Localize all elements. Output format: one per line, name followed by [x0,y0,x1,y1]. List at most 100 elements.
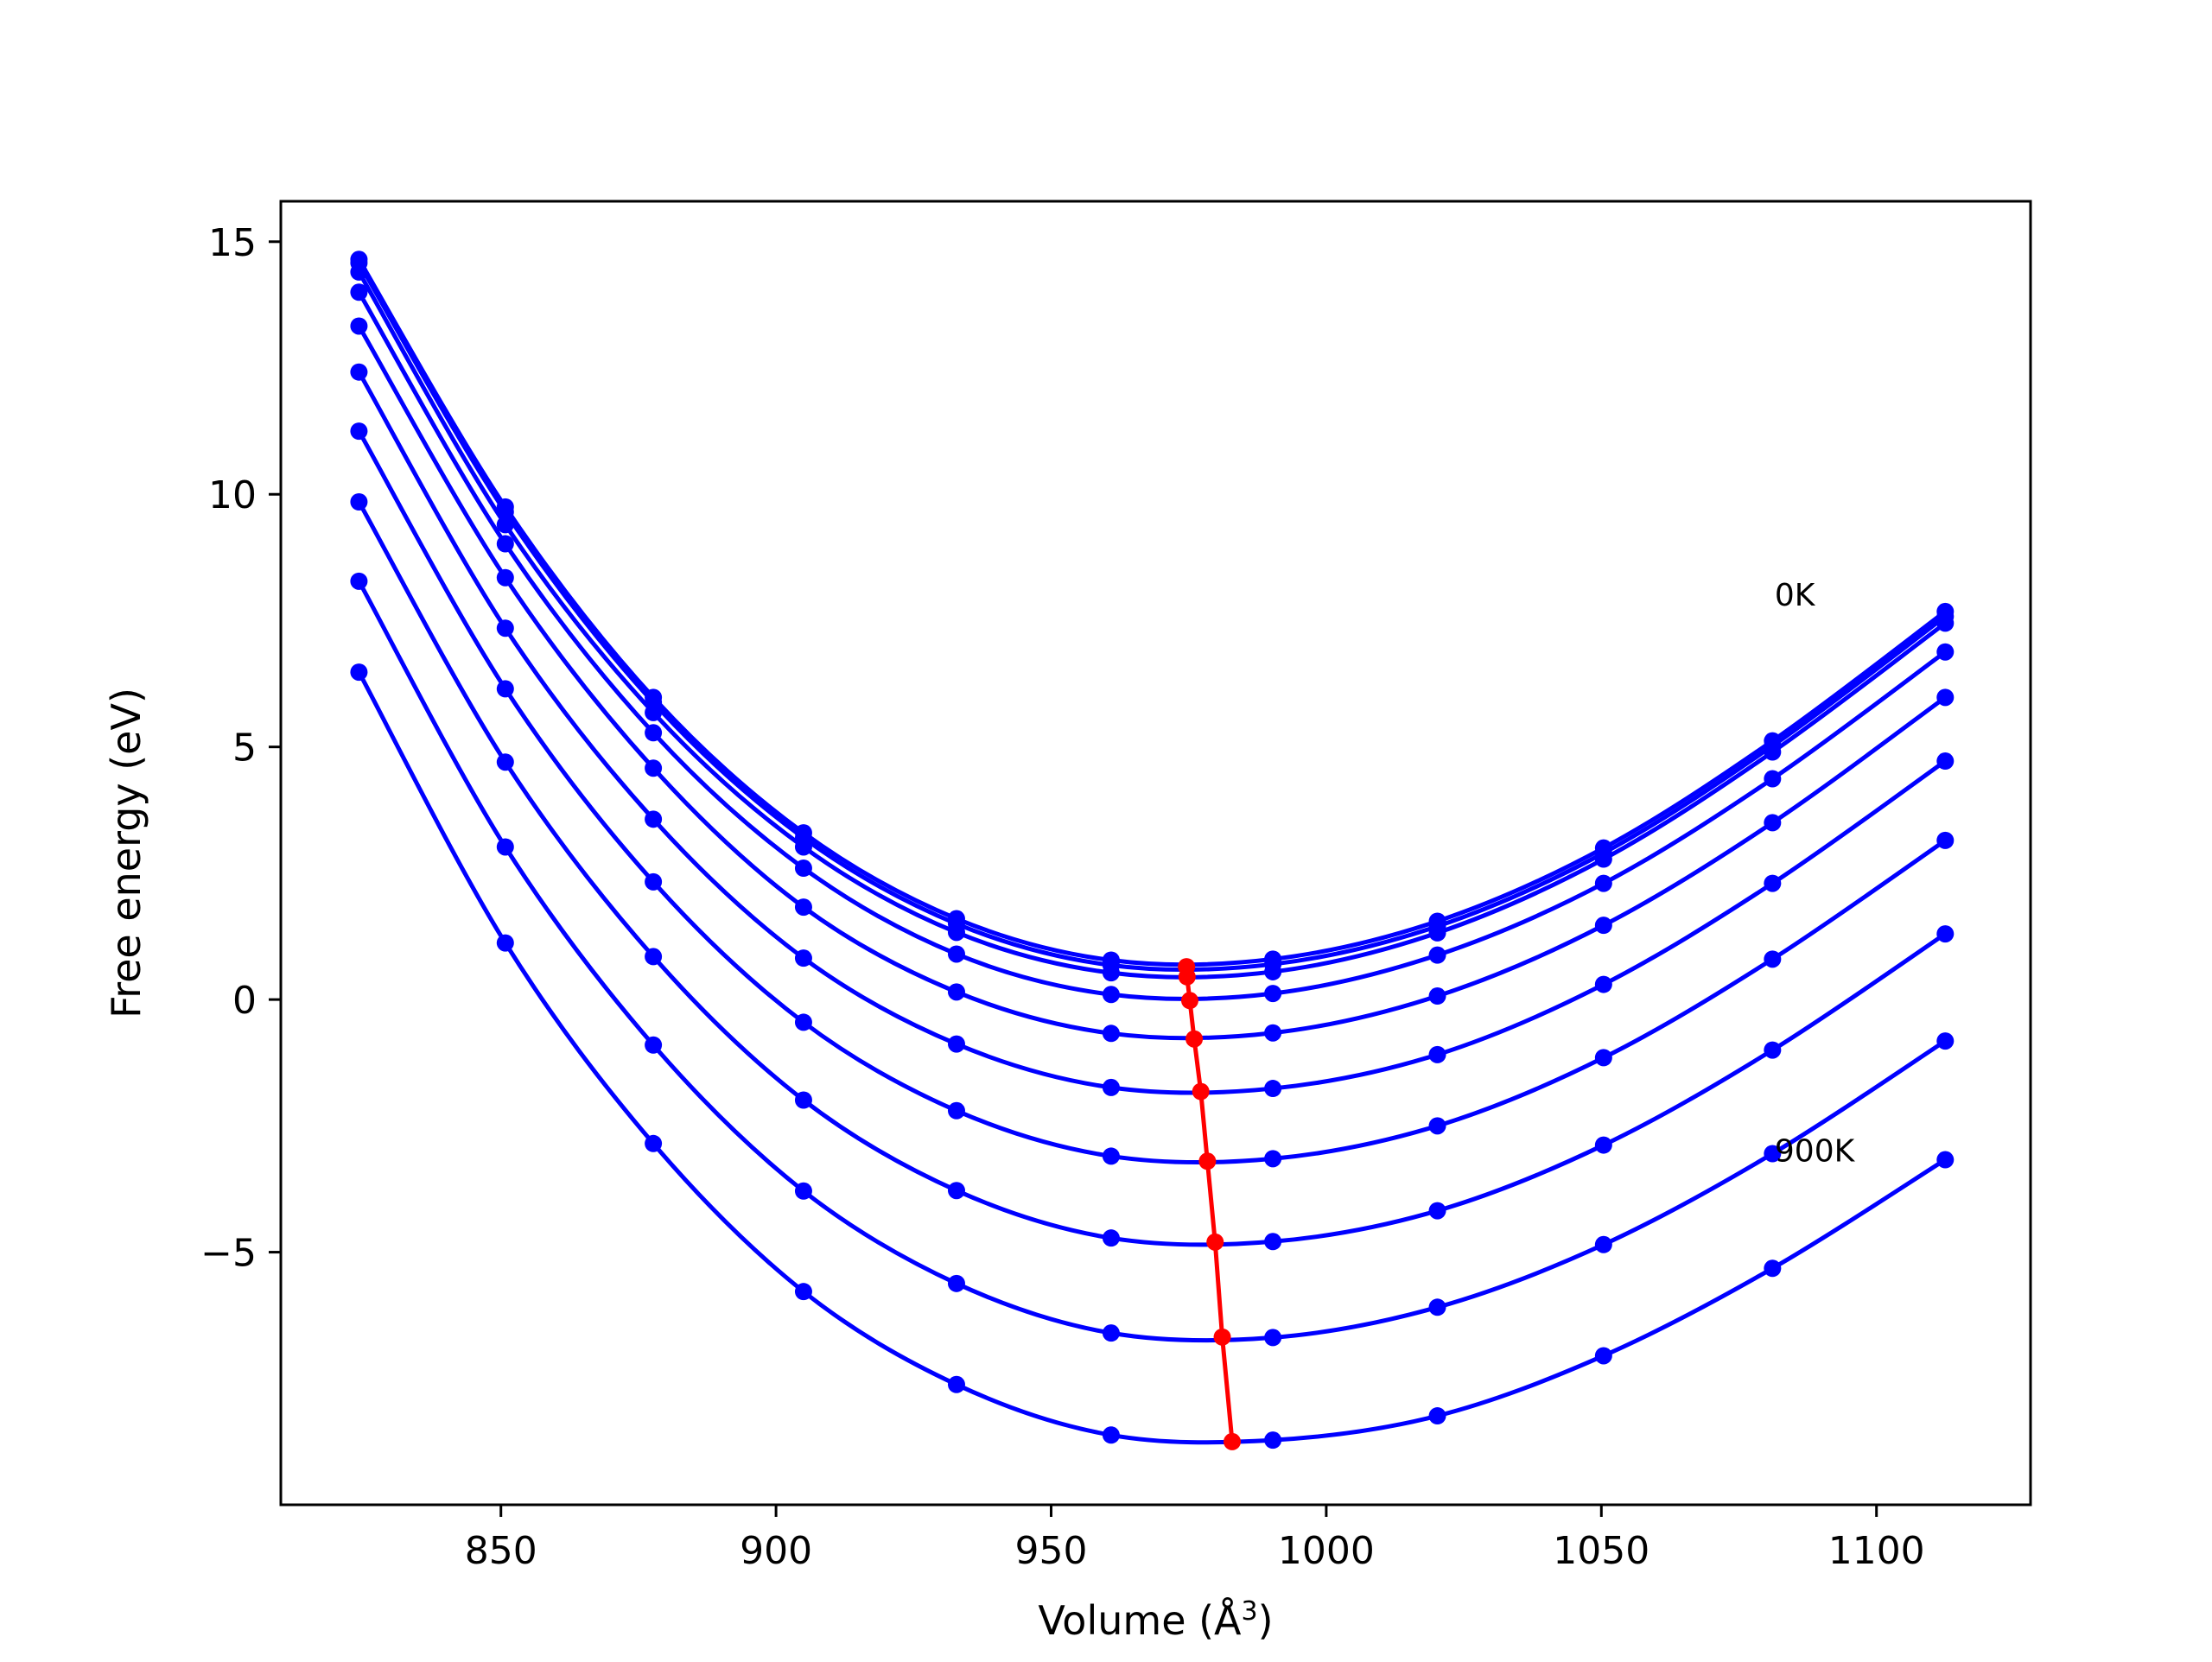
series-6-point-8 [1594,1049,1612,1067]
series-8-point-8 [1594,1235,1612,1253]
series-7-point-6 [1264,1233,1282,1251]
series-3-line [357,291,1947,1001]
series-5-point-7 [1428,1045,1446,1063]
series-5-point-9 [1764,874,1782,892]
y-tick-label-1: 10 [208,473,257,517]
x-tick-label-2: 950 [1015,1529,1088,1573]
x-tick-label-1: 900 [740,1529,812,1573]
series-8-line [357,580,1947,1343]
series-6-point-10 [1936,831,1955,849]
series-7-point-2 [645,948,663,966]
annotation-layer: 0K 900K [1775,578,1856,1169]
series-6-point-1 [496,680,514,698]
series-4-point-4 [947,983,965,1001]
series-5-point-4 [947,1035,965,1053]
series-7-point-8 [1594,1136,1612,1154]
series-8-point-0 [350,572,368,590]
minimum-point-3 [1185,1030,1204,1048]
x-tick-label-3: 1000 [1278,1529,1375,1573]
series-8-point-3 [794,1182,812,1200]
series-5-point-6 [1264,1080,1282,1098]
series-2-point-5 [1102,964,1120,982]
series-2-line [357,270,1947,980]
minimum-point-5 [1198,1152,1217,1170]
series-2-point-6 [1264,962,1282,980]
series-layer [350,251,1955,1449]
series-2-point-7 [1428,923,1446,942]
x-tick-label-5: 1100 [1828,1529,1925,1573]
series-5-point-8 [1594,975,1612,993]
series-3-point-8 [1594,874,1612,892]
x-axis-label: Volume (Å3) [1038,1596,1273,1645]
annotation-0: 0K [1775,578,1816,613]
series-7-point-10 [1936,925,1955,943]
series-8 [350,572,1955,1347]
series-6-point-0 [350,422,368,441]
series-5-point-1 [496,619,514,638]
y-tick-label-3: 0 [232,979,257,1023]
series-7-point-0 [350,493,368,511]
series-9-point-8 [1594,1347,1612,1365]
series-7-point-4 [947,1182,965,1200]
series-2 [350,263,1955,982]
x-axis-label-superscript: 3 [1242,1596,1258,1627]
series-8-point-4 [947,1274,965,1292]
y-tick-label-2: 5 [232,726,257,771]
series-2-point-9 [1764,743,1782,761]
series-3 [350,283,1955,1004]
series-3-point-1 [496,535,514,553]
series-5-line [357,371,1947,1095]
minimum-line-layer [1178,958,1242,1450]
minimum-point-7 [1213,1328,1231,1346]
series-4-point-10 [1936,688,1955,707]
series-2-point-10 [1936,614,1955,632]
series-9 [350,663,1955,1449]
series-8-point-9 [1764,1145,1782,1163]
series-9-point-3 [794,1283,812,1301]
series-7-line [357,500,1947,1247]
series-4-point-7 [1428,987,1446,1005]
series-5-point-2 [645,810,663,828]
series-5-point-10 [1936,752,1955,771]
series-2-point-0 [350,263,368,281]
series-5-point-3 [794,949,812,967]
minimum-point-1 [1178,967,1196,986]
series-9-point-1 [496,934,514,952]
series-7-point-3 [794,1091,812,1109]
y-tick-label-0: 15 [208,221,257,265]
x-axis-ticks: 850 900 950 1000 1050 1100 [465,1505,1925,1573]
series-9-point-6 [1264,1431,1282,1449]
series-8-point-5 [1102,1324,1120,1342]
series-4-point-9 [1764,814,1782,832]
x-tick-label-4: 1050 [1553,1529,1649,1573]
series-7 [350,493,1955,1251]
series-6-point-7 [1428,1117,1446,1135]
plot-frame [279,200,2032,1507]
series-3-point-9 [1764,770,1782,788]
series-4-point-5 [1102,1024,1120,1043]
series-3-point-6 [1264,985,1282,1003]
series-4 [350,317,1955,1043]
series-4-point-2 [645,759,663,777]
minimum-point-8 [1224,1432,1242,1450]
series-3-point-4 [947,945,965,963]
series-8-point-10 [1936,1032,1955,1050]
x-tick-label-0: 850 [465,1529,537,1573]
series-5-point-5 [1102,1078,1120,1096]
minimum-point-4 [1192,1082,1210,1101]
series-9-point-10 [1936,1151,1955,1169]
series-3-point-10 [1936,643,1955,661]
series-4-point-1 [496,568,514,587]
series-2-point-4 [947,923,965,942]
y-axis-label: Free energy (eV) [103,688,149,1018]
series-3-point-3 [794,860,812,878]
series-4-line [357,325,1947,1041]
series-9-point-5 [1102,1426,1120,1444]
series-3-point-0 [350,283,368,301]
series-6-line [357,429,1947,1165]
series-4-point-0 [350,317,368,335]
series-6 [350,422,1955,1168]
series-9-point-9 [1764,1259,1782,1278]
